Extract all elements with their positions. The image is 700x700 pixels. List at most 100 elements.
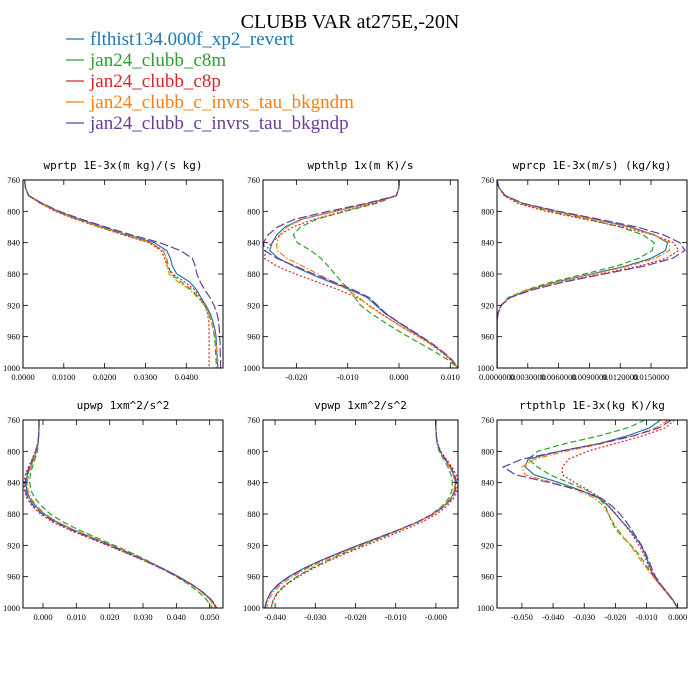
x-tick-label-4-1: -0.030 <box>304 612 326 622</box>
x-tick-label-2-4: 0.0120000 <box>602 372 638 382</box>
series-line-5-4 <box>501 420 679 608</box>
figure-title: CLUBB VAR at275E,-20N <box>241 11 460 33</box>
x-tick-label-5-0: -0.050 <box>511 612 533 622</box>
series-line-1-2 <box>263 180 458 368</box>
series-line-4-1 <box>270 420 453 608</box>
y-tick-label-4-6: 1000 <box>243 603 260 613</box>
x-tick-label-2-2: 0.0060000 <box>541 372 577 382</box>
y-tick-label-1-0: 760 <box>247 175 260 185</box>
series-line-1-1 <box>292 180 458 368</box>
y-tick-label-0-2: 840 <box>7 238 20 248</box>
panel-1: wpthlp 1x(m K)/s 760 800 840 880 920 960 1000 -0… <box>243 159 460 382</box>
plot-frame-1 <box>262 179 459 369</box>
x-tick-label-0-3: 0.0300 <box>134 372 157 382</box>
y-tick-label-0-4: 920 <box>7 300 20 310</box>
series-line-3-2 <box>23 420 218 608</box>
series-line-5-3 <box>521 420 679 608</box>
y-tick-label-5-5: 960 <box>481 572 494 582</box>
series-line-1-4 <box>263 180 458 368</box>
series-line-1-3 <box>276 180 458 368</box>
y-tick-label-2-2: 840 <box>481 238 494 248</box>
y-tick-label-4-3: 880 <box>247 509 260 519</box>
y-tick-label-1-4: 920 <box>247 300 260 310</box>
x-tick-label-2-1: 0.0030000 <box>510 372 546 382</box>
panel-5: rtpthlp 1E-3x(kg K)/kg 760 800 840 880 920 960… <box>477 399 688 622</box>
legend-label-1: jan24_clubb_c8m <box>89 50 226 71</box>
panel-4: vpwp 1xm^2/s^2 760 800 840 880 920 960 1000 -0.0… <box>243 399 459 622</box>
y-tick-label-5-4: 920 <box>481 540 494 550</box>
series-line-3-4 <box>24 420 218 608</box>
y-tick-label-2-6: 1000 <box>477 363 494 373</box>
y-tick-label-5-3: 880 <box>481 509 494 519</box>
x-tick-label-5-1: -0.040 <box>542 612 564 622</box>
y-tick-label-3-6: 1000 <box>3 603 20 613</box>
y-tick-label-0-6: 1000 <box>3 363 20 373</box>
x-tick-label-3-1: 0.010 <box>67 612 86 622</box>
plot-frame-4 <box>262 419 459 609</box>
x-tick-label-0-1: 0.0100 <box>52 372 75 382</box>
panel-title-2: wprcp 1E-3x(m/s) (kg/kg) <box>513 159 672 172</box>
panel-title-3: upwp 1xm^2/s^2 <box>77 399 170 412</box>
legend-label-4: jan24_clubb_c_invrs_tau_bkgndp <box>89 113 349 134</box>
legend: flthist134.000f_xp2_revertjan24_clubb_c8… <box>66 29 354 134</box>
y-tick-label-3-3: 880 <box>7 509 20 519</box>
y-tick-label-3-4: 920 <box>7 540 20 550</box>
x-tick-label-5-5: 0.000 <box>668 612 687 622</box>
x-tick-label-0-4: 0.0400 <box>175 372 198 382</box>
series-line-1-0 <box>268 180 458 368</box>
y-tick-label-0-1: 800 <box>7 206 20 216</box>
series-line-4-4 <box>264 420 457 608</box>
x-tick-label-3-3: 0.030 <box>133 612 152 622</box>
series-line-0-3 <box>24 180 220 368</box>
y-tick-label-4-5: 960 <box>247 572 260 582</box>
y-tick-label-1-5: 960 <box>247 332 260 342</box>
y-tick-label-4-1: 800 <box>247 446 260 456</box>
y-tick-label-2-1: 800 <box>481 206 494 216</box>
x-tick-label-1-1: -0.010 <box>337 372 359 382</box>
x-tick-label-1-2: 0.000 <box>389 372 408 382</box>
panel-0: wprtp 1E-3x(m kg)/(s kg) 760 800 840 880 920 9… <box>3 159 224 382</box>
panel-2: wprcp 1E-3x(m/s) (kg/kg) 760 800 840 880 920 9… <box>477 159 688 382</box>
x-tick-label-5-3: -0.020 <box>604 612 626 622</box>
y-tick-label-5-1: 800 <box>481 446 494 456</box>
y-tick-label-2-4: 920 <box>481 300 494 310</box>
y-tick-label-1-3: 880 <box>247 269 260 279</box>
series-line-3-0 <box>25 420 217 608</box>
y-tick-label-4-0: 760 <box>247 415 260 425</box>
x-tick-label-3-2: 0.020 <box>100 612 119 622</box>
legend-label-0: flthist134.000f_xp2_revert <box>90 29 295 50</box>
panel-title-0: wprtp 1E-3x(m kg)/(s kg) <box>44 159 203 172</box>
x-tick-label-1-0: -0.020 <box>285 372 307 382</box>
x-tick-label-2-0: 0.0000000 <box>479 372 515 382</box>
plot-frame-5 <box>496 419 688 609</box>
panel-title-4: vpwp 1xm^2/s^2 <box>314 399 407 412</box>
y-tick-label-2-0: 760 <box>481 175 494 185</box>
plot-frame-3 <box>22 419 224 609</box>
legend-label-3: jan24_clubb_c_invrs_tau_bkgndm <box>89 92 354 113</box>
x-tick-label-4-0: -0.040 <box>264 612 286 622</box>
panel-title-5: rtpthlp 1E-3x(kg K)/kg <box>519 399 665 412</box>
y-tick-label-1-6: 1000 <box>243 363 260 373</box>
y-tick-label-3-1: 800 <box>7 446 20 456</box>
x-tick-label-3-4: 0.040 <box>167 612 186 622</box>
series-line-0-2 <box>24 180 210 368</box>
y-tick-label-3-2: 840 <box>7 478 20 488</box>
series-line-2-3 <box>497 180 671 368</box>
y-tick-label-1-1: 800 <box>247 206 260 216</box>
series-line-4-3 <box>266 420 456 608</box>
x-tick-label-0-2: 0.0200 <box>93 372 116 382</box>
y-tick-label-5-6: 1000 <box>477 603 494 613</box>
y-tick-label-3-5: 960 <box>7 572 20 582</box>
x-tick-label-0-0: 0.0000 <box>11 372 34 382</box>
series-line-3-3 <box>26 420 216 608</box>
series-line-2-1 <box>497 180 655 368</box>
y-tick-label-5-0: 760 <box>481 415 494 425</box>
series-line-2-4 <box>497 180 686 368</box>
x-tick-label-4-4: -0.000 <box>425 612 447 622</box>
x-tick-label-2-5: 0.0150000 <box>633 372 669 382</box>
x-tick-label-1-3: 0.010 <box>441 372 460 382</box>
y-tick-label-0-3: 880 <box>7 269 20 279</box>
x-tick-label-5-4: -0.010 <box>636 612 658 622</box>
y-tick-label-0-0: 760 <box>7 175 20 185</box>
